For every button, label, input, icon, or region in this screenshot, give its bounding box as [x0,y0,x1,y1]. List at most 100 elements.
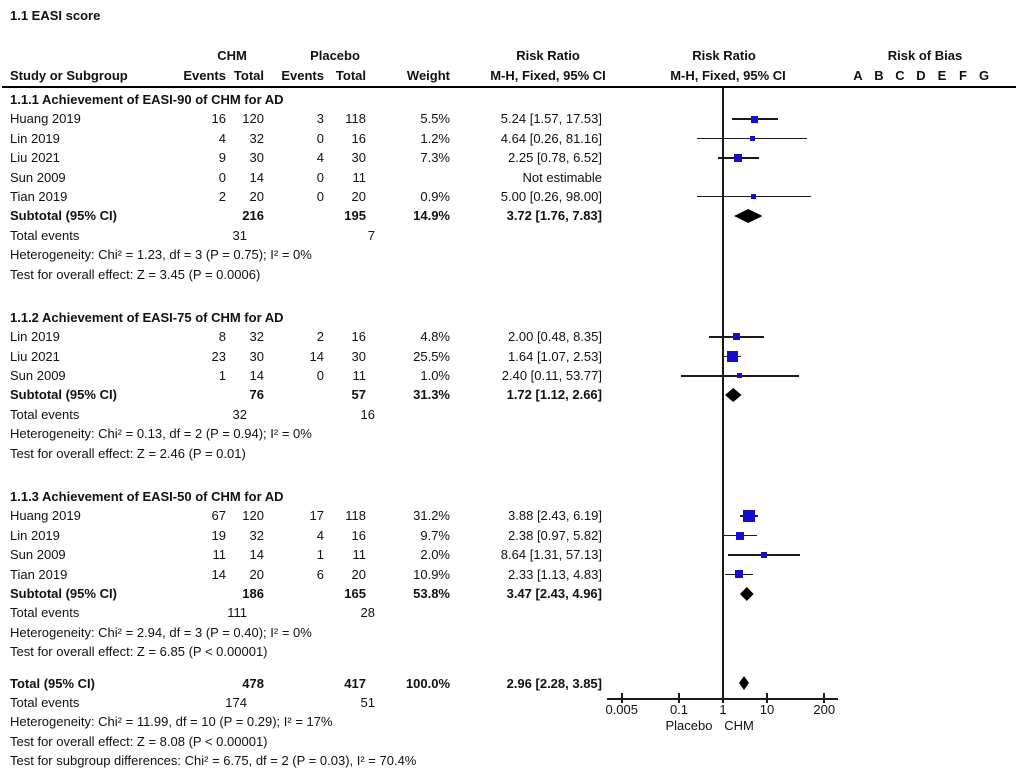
study-row: Liu 2021 23 30 14 30 25.5% 1.64 [1.07, 2.53] [0,347,1024,366]
effect-square [735,570,744,579]
chm-total-cell: 32 [249,329,264,345]
figure-title: 1.1 EASI score [10,8,101,23]
chm-total-cell: 14 [249,368,264,384]
axis-tick [766,693,768,703]
forest-table-rows: 1.1.1 Achievement of EASI-90 of CHM for … [0,90,1024,771]
effect-square [726,350,738,362]
placebo-total-events-cell: 7 [367,227,375,243]
grand-total-row: Total (95% CI) 478 417 100.0% 2.96 [2.28, 3.… [0,674,1024,693]
subgroup-label: 1.1.3 Achievement of EASI-50 of CHM for … [10,489,284,505]
axis-tick-label: 1 [719,702,727,717]
subtotal-diamond [733,209,763,224]
chm-total-cell: 120 [242,111,264,127]
total-events-label: Total events [10,227,80,243]
risk-ratio-cell: 5.00 [0.26, 98.00] [500,188,602,204]
risk-ratio-cell: 3.47 [2.43, 4.96] [506,585,602,601]
placebo-events-cell: 2 [316,329,324,345]
chm-events-cell: 16 [211,111,226,127]
placebo-events-cell: 17 [309,508,324,524]
effect-square [737,373,743,379]
chm-events-cell: 1 [218,368,226,384]
overall-effect-row: Test for overall effect: Z = 6.85 (P < 0… [0,642,1024,661]
heterogeneity-text: Heterogeneity: Chi² = 2.94, df = 3 (P = … [10,624,312,640]
placebo-events-cell: 4 [316,150,324,166]
axis-tick [621,693,623,703]
overall-effect-row: Test for overall effect: Z = 2.46 (P = 0… [0,444,1024,463]
spacer [0,284,1024,308]
chm-total-cell: 186 [242,585,264,601]
placebo-total-cell: 11 [352,368,367,384]
heterogeneity-row: Heterogeneity: Chi² = 2.94, df = 3 (P = … [0,623,1024,642]
axis-tick-label: 200 [813,702,836,717]
rob-letter-c: C [895,68,905,83]
rob-letter-e: E [937,68,947,83]
axis-tick [678,693,680,703]
chm-events-cell: 4 [218,130,226,146]
risk-ratio-cell: 2.96 [2.28, 3.85] [506,675,602,691]
effect-square [751,115,759,123]
rob-letter-b: B [874,68,884,83]
overall-effect-text: Test for overall effect: Z = 3.45 (P = 0… [10,266,261,282]
chm-total-events-cell: 32 [232,406,247,422]
study-label: Huang 2019 [10,508,81,524]
effect-square [761,551,768,558]
spacer [0,662,1024,674]
chm-total-events-cell: 31 [232,227,247,243]
placebo-events-cell: 0 [316,169,324,185]
overall-effect-text: Test for overall effect: Z = 6.85 (P < 0… [10,644,268,660]
study-row: Sun 2009 0 14 0 11 Not estimable [0,168,1024,187]
chm-total-cell: 32 [249,527,264,543]
study-row: Huang 2019 16 120 3 118 5.5% 5.24 [1.57, 17.53… [0,109,1024,128]
risk-ratio-plot-header: Risk Ratio [692,48,756,63]
axis-tick-label: 0.005 [605,702,639,717]
risk-ratio-cell: 2.40 [0.11, 53.77] [501,368,602,384]
weight-cell: 10.9% [413,566,450,582]
placebo-total-cell: 11 [352,547,367,563]
study-label: Lin 2019 [10,527,60,543]
placebo-total-cell: 30 [351,348,366,364]
subtotal-label: Subtotal (95% CI) [10,585,117,601]
placebo-events-cell: 1 [316,547,324,563]
mh-fixed-text-col-header: M-H, Fixed, 95% CI [490,68,606,83]
axis-tick-label: 10 [759,702,775,717]
heterogeneity-text: Heterogeneity: Chi² = 0.13, df = 2 (P = … [10,426,312,442]
placebo-total-col-header: Total [335,68,366,83]
heterogeneity-text: Heterogeneity: Chi² = 11.99, df = 10 (P … [10,714,333,730]
placebo-total-events-cell: 16 [360,406,375,422]
subtotal-label: Subtotal (95% CI) [10,387,117,403]
weight-cell: 31.3% [413,387,450,403]
chm-events-cell: 19 [211,527,226,543]
weight-col-header: Weight [406,68,450,83]
axis-tick [823,693,825,703]
chm-total-cell: 14 [249,169,264,185]
risk-ratio-cell: 8.64 [1.31, 57.13] [500,547,602,563]
weight-cell: 5.5% [420,111,450,127]
study-row: Tian 2019 14 20 6 20 10.9% 2.33 [1.13, 4.83] [0,565,1024,584]
chm-total-cell: 478 [242,675,264,691]
effect-square [734,153,743,162]
chm-total-col-header: Total [233,68,264,83]
heterogeneity-row: Heterogeneity: Chi² = 11.99, df = 10 (P … [0,712,1024,731]
weight-cell: 7.3% [420,150,450,166]
effect-square [749,135,755,141]
favours-right-label: CHM [724,718,754,733]
mh-fixed-plot-col-header: M-H, Fixed, 95% CI [670,68,786,83]
effect-square [742,510,755,523]
placebo-events-cell: 4 [316,527,324,543]
placebo-events-cell: 0 [316,130,324,146]
placebo-total-cell: 16 [351,527,366,543]
subgroup-label: 1.1.2 Achievement of EASI-75 of CHM for … [10,309,284,325]
risk-ratio-cell: 1.64 [1.07, 2.53] [508,348,602,364]
weight-cell: 9.7% [420,527,450,543]
spacer [0,463,1024,487]
total-events-label: Total events [10,406,80,422]
study-row: Liu 2021 9 30 4 30 7.3% 2.25 [0.78, 6.52] [0,148,1024,167]
axis-tick [722,693,724,703]
weight-cell: 4.8% [420,329,450,345]
risk-ratio-cell: 5.24 [1.57, 17.53] [500,111,602,127]
weight-cell: 31.2% [413,508,450,524]
study-row: Huang 2019 67 120 17 118 31.2% 3.88 [2.43, 6.1… [0,506,1024,525]
chm-total-cell: 32 [249,130,264,146]
total-events-label: Total events [10,694,80,710]
study-row: Sun 2009 11 14 1 11 2.0% 8.64 [1.31, 57.13] [0,545,1024,564]
